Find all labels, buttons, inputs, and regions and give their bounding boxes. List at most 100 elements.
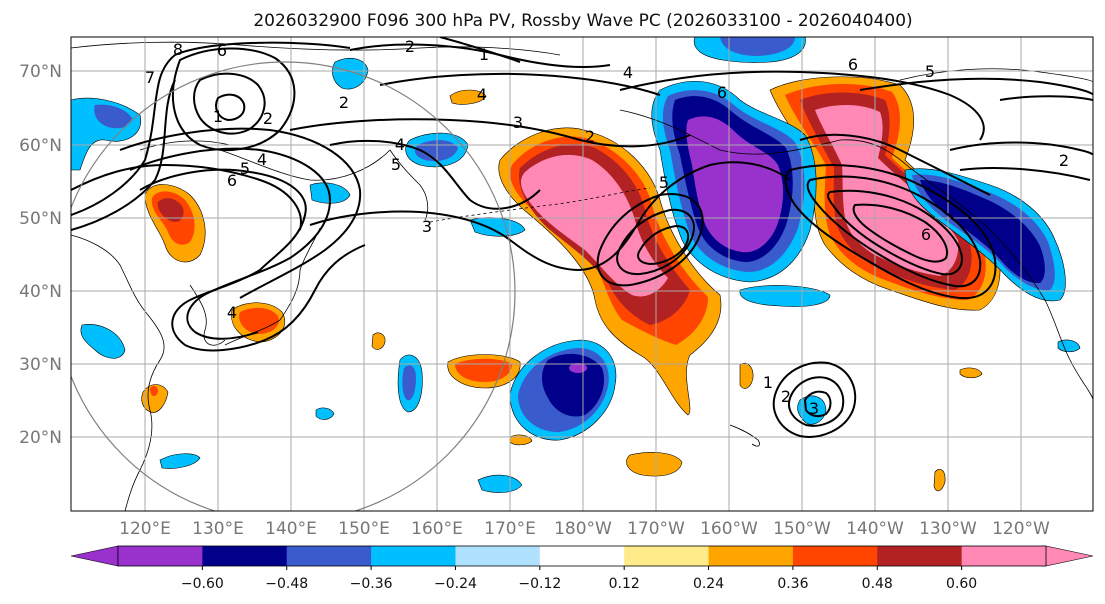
positive-anomaly-small-2 <box>739 362 754 389</box>
colorbar-segment <box>539 546 625 566</box>
lon-label: 180°W <box>554 519 612 539</box>
coastline-canada-arctic <box>899 68 1093 83</box>
negative-anomaly-small-4 <box>315 407 335 420</box>
pv-contour-dipole-2 <box>616 208 695 276</box>
contour-label: 5 <box>925 62 935 81</box>
contour-label: 6 <box>848 55 858 74</box>
colorbar-segment <box>961 546 1047 566</box>
coastlines <box>71 41 1093 511</box>
pv-contour-north-1 <box>439 37 521 63</box>
positive-anomaly-small-5 <box>959 367 983 379</box>
contour-label: 1 <box>763 373 773 392</box>
coastline-alaska <box>619 109 991 231</box>
coastline-aleutians <box>429 187 651 223</box>
lat-label: 70°N <box>19 62 62 82</box>
contour-label: 2 <box>405 37 415 56</box>
negative-anomaly-central-royal <box>402 365 416 401</box>
positive-anomaly-small-3 <box>933 469 946 492</box>
lon-label: 150°E <box>338 519 390 539</box>
positive-anomaly-pacific-pink <box>520 154 668 297</box>
contour-label: 4 <box>623 63 633 82</box>
lon-label: 120°W <box>992 519 1050 539</box>
colorbar-segment <box>286 546 372 566</box>
lat-label: 50°N <box>19 209 62 229</box>
pv-contour-siberia-loop-3 <box>215 93 246 122</box>
pv-contour-east-3 <box>999 95 1093 101</box>
colorbar: −0.60 −0.48 −0.36 −0.24 −0.12 0.12 0.24 0.36 0.4… <box>70 545 1094 592</box>
pv-contour-subtropical-low-1 <box>772 361 857 438</box>
contour-label: 2 <box>339 93 349 112</box>
coastline-hawaii <box>729 424 760 447</box>
lon-label: 120°E <box>119 519 171 539</box>
positive-anomaly-siberia-crimson <box>157 198 184 222</box>
lon-label: 150°W <box>773 519 831 539</box>
contour-label: 4 <box>395 135 405 154</box>
pv-contour-north-4 <box>379 72 661 96</box>
lon-label: 170°E <box>484 519 536 539</box>
contour-label: 3 <box>809 399 819 418</box>
lat-label: 60°N <box>19 136 62 156</box>
pv-contour-west-trough-2 <box>71 79 176 231</box>
contour-label: 2 <box>263 109 273 128</box>
contour-label: 5 <box>659 173 669 192</box>
positive-anomaly-south-china-red <box>150 385 158 397</box>
positive-anomaly-japan-red <box>239 307 279 334</box>
pv-contour-midlat-3 <box>309 161 791 272</box>
colorbar-frame <box>117 545 1047 567</box>
lat-label: 30°N <box>19 355 62 375</box>
contour-label: 3 <box>513 113 523 132</box>
pv-contour-midlat-4 <box>329 139 541 210</box>
contour-label: 6 <box>227 171 237 190</box>
pv-contour-japan-trough-3 <box>119 127 362 299</box>
colorbar-segment <box>708 546 794 566</box>
colorbar-segment <box>118 546 203 566</box>
contour-label: 6 <box>717 83 727 102</box>
colorbar-segment <box>624 546 710 566</box>
contour-label: 8 <box>173 40 183 59</box>
pv-contours <box>71 37 1093 438</box>
lon-label: 170°W <box>627 519 685 539</box>
positive-anomaly-subtropic-red <box>455 358 512 382</box>
great-circle-marker <box>71 61 516 511</box>
contour-label: 3 <box>422 217 432 236</box>
pv-contour-subtropical-low-3 <box>803 390 832 418</box>
pv-contour-siberia-loop-2 <box>193 72 266 135</box>
colorbar-tick-label: −0.48 <box>265 576 308 592</box>
contour-label: 5 <box>240 159 250 178</box>
pv-contour-japan-trough-2 <box>129 147 332 340</box>
colorbar-segment <box>792 546 878 566</box>
coastline-okhotsk <box>219 149 391 181</box>
contour-label: 2 <box>781 387 791 406</box>
pv-contour-west-trough-1 <box>71 41 351 216</box>
lon-label: 160°W <box>700 519 758 539</box>
negative-anomaly-arctic-west <box>332 57 369 90</box>
contour-label: 6 <box>921 225 931 244</box>
pv-contour-alaska-5 <box>859 77 1093 96</box>
pv-contour-subtropical-low-2 <box>788 376 845 427</box>
negative-anomaly-mid-pacific-navy <box>542 353 605 417</box>
colorbar-extend-high <box>1045 545 1094 567</box>
contour-label: 4 <box>227 303 237 322</box>
lat-label: 20°N <box>19 428 62 448</box>
negative-anomaly-philippine <box>159 453 201 469</box>
map-title: 2026032900 F096 300 hPa PV, Rossby Wave … <box>253 11 912 31</box>
contour-label: 4 <box>257 150 267 169</box>
lon-label: 160°E <box>411 519 463 539</box>
coastline-arctic <box>71 41 561 56</box>
pv-contour-siberia-6 <box>71 163 302 231</box>
negative-anomaly-arctic-royal <box>720 37 795 56</box>
negative-anomaly-west-edge-royal <box>94 104 132 129</box>
colorbar-tick-label: 0.24 <box>693 576 724 592</box>
lat-label: 40°N <box>19 282 62 302</box>
contour-label-group: 8 6 7 2 1 2 4 2 3 1 4 6 5 4 5 3 4 2 6 5 … <box>145 37 1069 418</box>
map-panel: 8 6 7 2 1 2 4 2 3 1 4 6 5 4 5 3 4 2 6 5 … <box>71 37 1093 511</box>
positive-anomaly-hawaii-south <box>626 452 683 477</box>
pv-contour-ne-pacific-5 <box>799 133 991 196</box>
pv-contour-dipole-3 <box>637 224 690 266</box>
negative-anomaly-tropical-south <box>477 474 523 493</box>
colorbar-tick-label: −0.36 <box>350 576 393 592</box>
pv-contour-ne-pacific-1 <box>784 164 997 300</box>
colorbar-extend-low <box>70 545 119 567</box>
pv-contour-japan-trough-1 <box>139 168 366 352</box>
